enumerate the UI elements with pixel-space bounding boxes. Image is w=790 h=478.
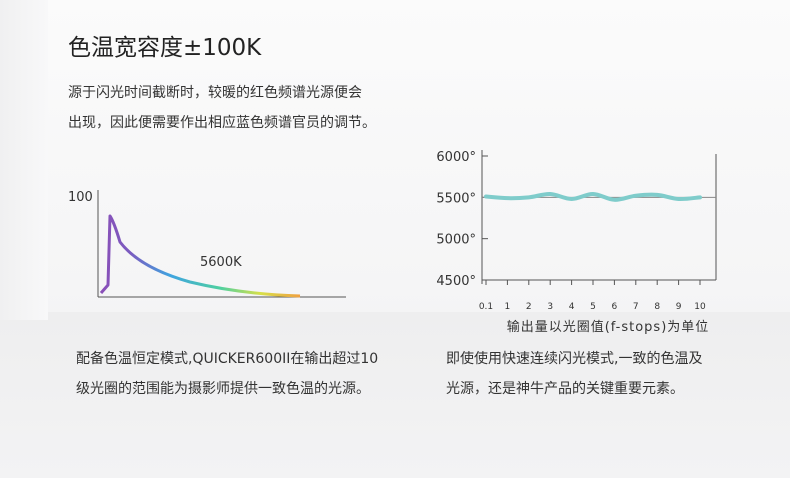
x-tick-label: 7 — [633, 302, 639, 312]
x-tick-label: 1 — [505, 302, 511, 312]
x-tick-label: 10 — [694, 302, 706, 312]
floor — [0, 312, 790, 478]
y-tick-label: 5000° — [436, 233, 476, 248]
x-tick-label: 4 — [569, 302, 575, 312]
x-tick-label: 5 — [590, 302, 596, 312]
wall — [0, 0, 48, 320]
x-tick-label: 3 — [547, 302, 553, 312]
caption-line: 配备色温恒定模式,QUICKER600II在输出超过10 — [76, 351, 379, 367]
y-tick-label: 4500° — [436, 274, 476, 289]
spectrum-annotation: 5600K — [200, 255, 242, 270]
intro: 源于闪光时间截断时，较暖的红色频谱光源便会 出现，因此便需要作出相应蓝色频谱官员… — [68, 78, 376, 138]
caption-right: 即使使用快速连续闪光模式,一致的色温及 光源，还是神牛产品的关键重要元素。 — [446, 344, 702, 404]
spectrum-y-label: 100 — [68, 190, 93, 205]
x-tick-label: 6 — [612, 302, 618, 312]
y-tick-label: 6000° — [436, 150, 476, 165]
intro-line: 出现，因此便需要作出相应蓝色频谱官员的调节。 — [68, 115, 376, 131]
x-tick-label: 2 — [526, 302, 532, 312]
intro-line: 源于闪光时间截断时，较暖的红色频谱光源便会 — [68, 85, 362, 101]
title: 色温宽容度±100K — [68, 35, 262, 61]
caption-left: 配备色温恒定模式,QUICKER600II在输出超过10 级光圈的范围能为摄影师… — [76, 344, 378, 404]
caption-line: 光源，还是神牛产品的关键重要元素。 — [446, 381, 684, 397]
x-tick-label: 9 — [676, 302, 682, 312]
series-line — [484, 192, 702, 202]
x-tick-label: 0.1 — [479, 302, 493, 312]
x-tick-label: 8 — [654, 302, 660, 312]
caption-line: 即使使用快速连续闪光模式,一致的色温及 — [446, 351, 703, 367]
spectrum-curve — [99, 214, 301, 298]
y-tick-label: 5500° — [436, 191, 476, 206]
caption-line: 级光圈的范围能为摄影师提供一致色温的光源。 — [76, 381, 370, 397]
x-axis-label: 输出量以光圈值(f-stops)为单位 — [507, 319, 710, 335]
